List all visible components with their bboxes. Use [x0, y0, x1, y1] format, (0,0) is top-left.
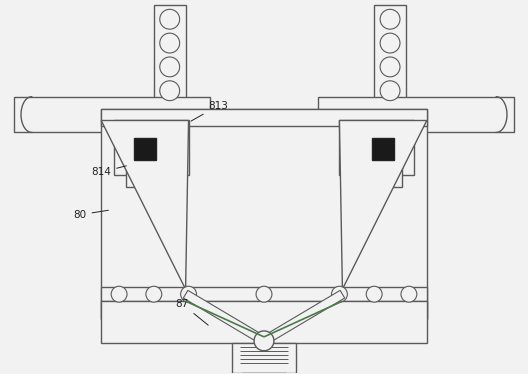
- Circle shape: [380, 33, 400, 53]
- Text: 814: 814: [91, 166, 126, 177]
- Polygon shape: [340, 120, 427, 289]
- Bar: [101, 301, 427, 319]
- Circle shape: [366, 286, 382, 302]
- Bar: [154, 5, 185, 110]
- Bar: [126, 132, 177, 187]
- Polygon shape: [101, 120, 188, 289]
- Text: 87: 87: [176, 299, 208, 325]
- Text: 80: 80: [73, 210, 108, 220]
- Circle shape: [181, 286, 196, 302]
- Bar: [134, 138, 156, 160]
- Bar: [318, 96, 514, 132]
- Circle shape: [380, 81, 400, 101]
- Circle shape: [160, 57, 180, 77]
- Circle shape: [111, 286, 127, 302]
- Bar: [101, 301, 427, 343]
- Circle shape: [160, 9, 180, 29]
- Circle shape: [160, 81, 180, 101]
- Polygon shape: [262, 290, 345, 345]
- Circle shape: [254, 331, 274, 351]
- Bar: [374, 5, 406, 110]
- Circle shape: [401, 286, 417, 302]
- Circle shape: [160, 33, 180, 53]
- Bar: [232, 343, 296, 373]
- Circle shape: [380, 9, 400, 29]
- Bar: [14, 96, 210, 132]
- Bar: [340, 120, 414, 175]
- Circle shape: [332, 286, 347, 302]
- Circle shape: [146, 286, 162, 302]
- Polygon shape: [183, 290, 266, 345]
- Bar: [372, 138, 394, 160]
- Circle shape: [256, 286, 272, 302]
- Bar: [101, 108, 427, 126]
- Bar: [351, 132, 402, 187]
- Text: 813: 813: [191, 101, 228, 121]
- Bar: [101, 287, 427, 301]
- Circle shape: [380, 57, 400, 77]
- Bar: [242, 373, 286, 374]
- Bar: [101, 108, 427, 319]
- Bar: [114, 120, 188, 175]
